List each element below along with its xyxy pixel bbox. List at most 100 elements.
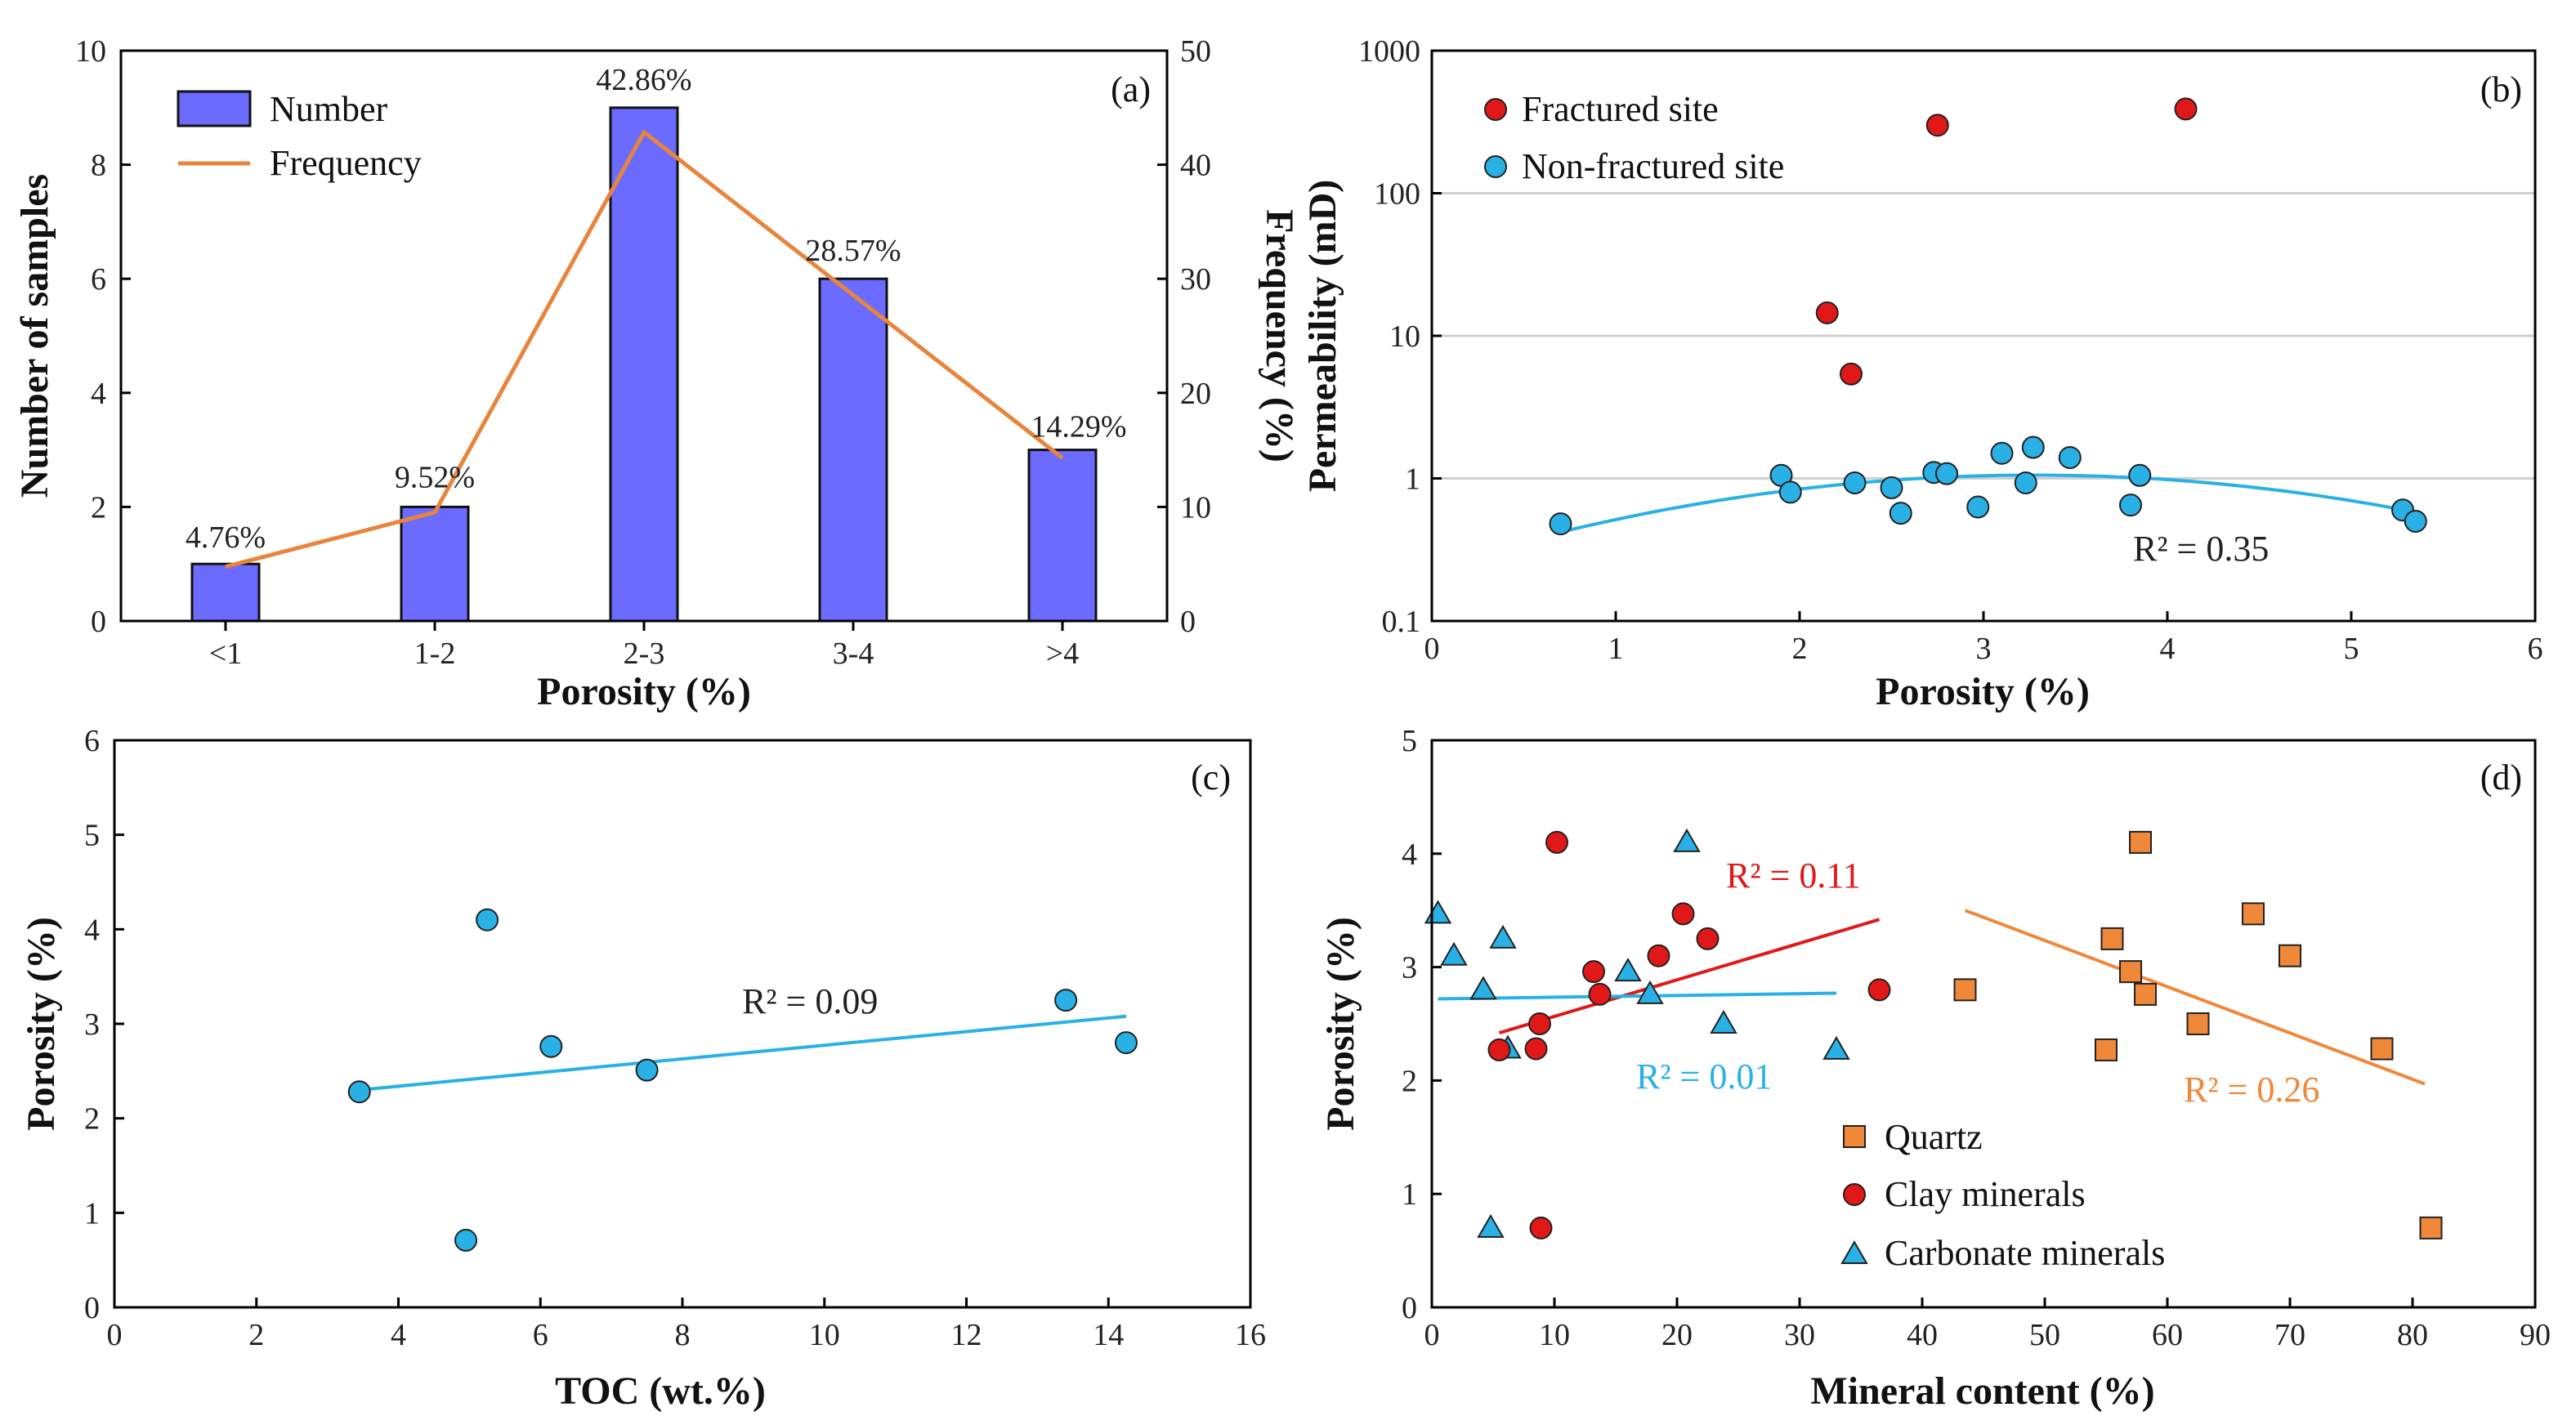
panel-b-r2-label: R² = 0.35 bbox=[2133, 529, 2269, 569]
y-tick-label: 0 bbox=[1402, 1291, 1417, 1325]
point-carbonate bbox=[1822, 1035, 1850, 1060]
y-tick-label: 6 bbox=[91, 262, 106, 297]
x-tick-label: 10 bbox=[809, 1318, 840, 1352]
point-non-fractured bbox=[1549, 512, 1572, 536]
point-quartz bbox=[2186, 1012, 2210, 1035]
panel-a-x-axis-label: Porosity (%) bbox=[537, 670, 751, 713]
point-sample bbox=[476, 908, 499, 931]
x-tick-label: 1-2 bbox=[414, 637, 456, 671]
y-tick-label: 2 bbox=[91, 490, 106, 525]
panel-d-label: (d) bbox=[2480, 757, 2522, 797]
x-tick-label: 0 bbox=[107, 1318, 123, 1352]
panel-c-r2-label: R² = 0.09 bbox=[742, 981, 878, 1021]
x-tick-label: 6 bbox=[533, 1318, 548, 1352]
legend-number-swatch bbox=[177, 90, 252, 127]
x-tick-label: 40 bbox=[1907, 1318, 1938, 1352]
point-quartz bbox=[1953, 978, 1977, 1002]
point-quartz bbox=[2095, 1038, 2118, 1061]
legend-quartz-label: Quartz bbox=[1885, 1117, 1983, 1157]
panel-b: 0.1 1 10 100 1000 0 1 2 3 4 5 6 Fractured site Non-… bbox=[1301, 34, 2543, 713]
y2-tick-label: 20 bbox=[1180, 377, 1211, 411]
point-non-fractured bbox=[2404, 510, 2427, 534]
legend-clay-label: Clay minerals bbox=[1885, 1174, 2086, 1214]
point-non-fractured bbox=[1889, 502, 1912, 525]
legend-fractured-label: Fractured site bbox=[1522, 89, 1719, 129]
point-sample bbox=[635, 1058, 659, 1082]
x-tick-label: 30 bbox=[1784, 1318, 1815, 1352]
point-quartz bbox=[2419, 1216, 2443, 1240]
panel-c-y-axis-label: Porosity (%) bbox=[20, 917, 63, 1131]
y-tick-label: 0 bbox=[84, 1291, 100, 1325]
panel-a: 4.76% 9.52% 42.86% 28.57% 14.29% <1 1-2 2-3 3-4… bbox=[13, 34, 1301, 713]
y-tick-label: 2 bbox=[84, 1102, 100, 1137]
panel-d-quartz-r2-label: R² = 0.26 bbox=[2184, 1070, 2319, 1110]
point-sample bbox=[539, 1034, 563, 1058]
panel-b-grid bbox=[1432, 192, 2535, 480]
panel-a-y2-axis-label: Frequency (%) bbox=[1258, 209, 1301, 462]
x-tick-label: 20 bbox=[1661, 1318, 1693, 1352]
bar-data-label: 42.86% bbox=[596, 63, 691, 97]
point-non-fractured bbox=[2128, 463, 2152, 487]
panel-a-ticks: <1 1-2 2-3 3-4 >4 0 2 4 6 8 10 0 10 20 30 40 50 bbox=[75, 34, 1211, 671]
y-tick-label: 1 bbox=[1405, 462, 1420, 497]
point-clay bbox=[1671, 902, 1695, 926]
point-quartz bbox=[2129, 830, 2152, 854]
point-clay bbox=[1545, 830, 1568, 854]
point-quartz bbox=[2134, 982, 2157, 1006]
panel-a-marks: 4.76% 9.52% 42.86% 28.57% 14.29% bbox=[186, 63, 1127, 623]
point-clay bbox=[1867, 978, 1891, 1002]
x-tick-label: <1 bbox=[209, 637, 242, 671]
panel-c-x-axis-label: TOC (wt.%) bbox=[555, 1369, 766, 1413]
panel-b-label: (b) bbox=[2480, 69, 2522, 109]
point-non-fractured bbox=[1966, 495, 1990, 519]
y-tick-label: 2 bbox=[1402, 1064, 1417, 1098]
x-tick-label: 6 bbox=[2528, 632, 2543, 666]
point-sample bbox=[347, 1080, 371, 1104]
y-tick-label: 8 bbox=[91, 149, 106, 183]
panel-b-marks bbox=[1549, 97, 2427, 536]
trend-line bbox=[359, 1014, 1127, 1092]
y2-tick-label: 30 bbox=[1180, 262, 1211, 297]
point-carbonate bbox=[1614, 958, 1642, 982]
x-tick-label: 80 bbox=[2397, 1318, 2428, 1352]
panel-b-x-axis-label: Porosity (%) bbox=[1876, 670, 2090, 713]
x-tick-label: 12 bbox=[951, 1318, 982, 1352]
y-tick-label: 1 bbox=[84, 1196, 100, 1231]
bar-<1 bbox=[190, 562, 261, 623]
y-tick-label: 5 bbox=[84, 819, 100, 853]
y-tick-label: 3 bbox=[84, 1007, 100, 1042]
x-tick-label: 60 bbox=[2152, 1318, 2183, 1352]
x-tick-label: 16 bbox=[1235, 1318, 1266, 1352]
point-non-fractured bbox=[1843, 471, 1867, 494]
bar-2-3 bbox=[609, 106, 679, 623]
y-tick-label: 4 bbox=[1402, 838, 1417, 872]
panel-a-label: (a) bbox=[1111, 69, 1151, 109]
point-carbonate bbox=[1673, 828, 1701, 852]
point-non-fractured bbox=[1880, 476, 1903, 499]
y2-tick-label: 0 bbox=[1180, 605, 1196, 639]
x-tick-label: 3 bbox=[1976, 632, 1992, 666]
bar-data-label: 4.76% bbox=[186, 520, 266, 555]
y-tick-label: 100 bbox=[1374, 177, 1420, 212]
legend-nonfractured-label: Non-fractured site bbox=[1522, 146, 1784, 186]
y-tick-label: 4 bbox=[91, 377, 106, 411]
point-sample bbox=[1114, 1031, 1138, 1055]
point-fractured bbox=[2174, 97, 2198, 121]
panel-d-x-axis-label: Mineral content (%) bbox=[1810, 1369, 2154, 1413]
trend-line-quartz bbox=[1964, 909, 2426, 1086]
x-tick-label: 14 bbox=[1093, 1318, 1124, 1352]
x-tick-label: 8 bbox=[675, 1318, 691, 1352]
trend-line-carbonate bbox=[1438, 991, 1837, 1001]
point-fractured bbox=[1925, 114, 1949, 137]
point-carbonate bbox=[1489, 924, 1517, 949]
panel-d-clay-r2-label: R² = 0.11 bbox=[1726, 855, 1861, 896]
point-sample bbox=[1054, 989, 1078, 1012]
point-quartz bbox=[2279, 944, 2301, 967]
bar-3-4 bbox=[818, 277, 888, 623]
point-quartz bbox=[2119, 960, 2142, 984]
x-tick-label: 90 bbox=[2520, 1318, 2551, 1352]
